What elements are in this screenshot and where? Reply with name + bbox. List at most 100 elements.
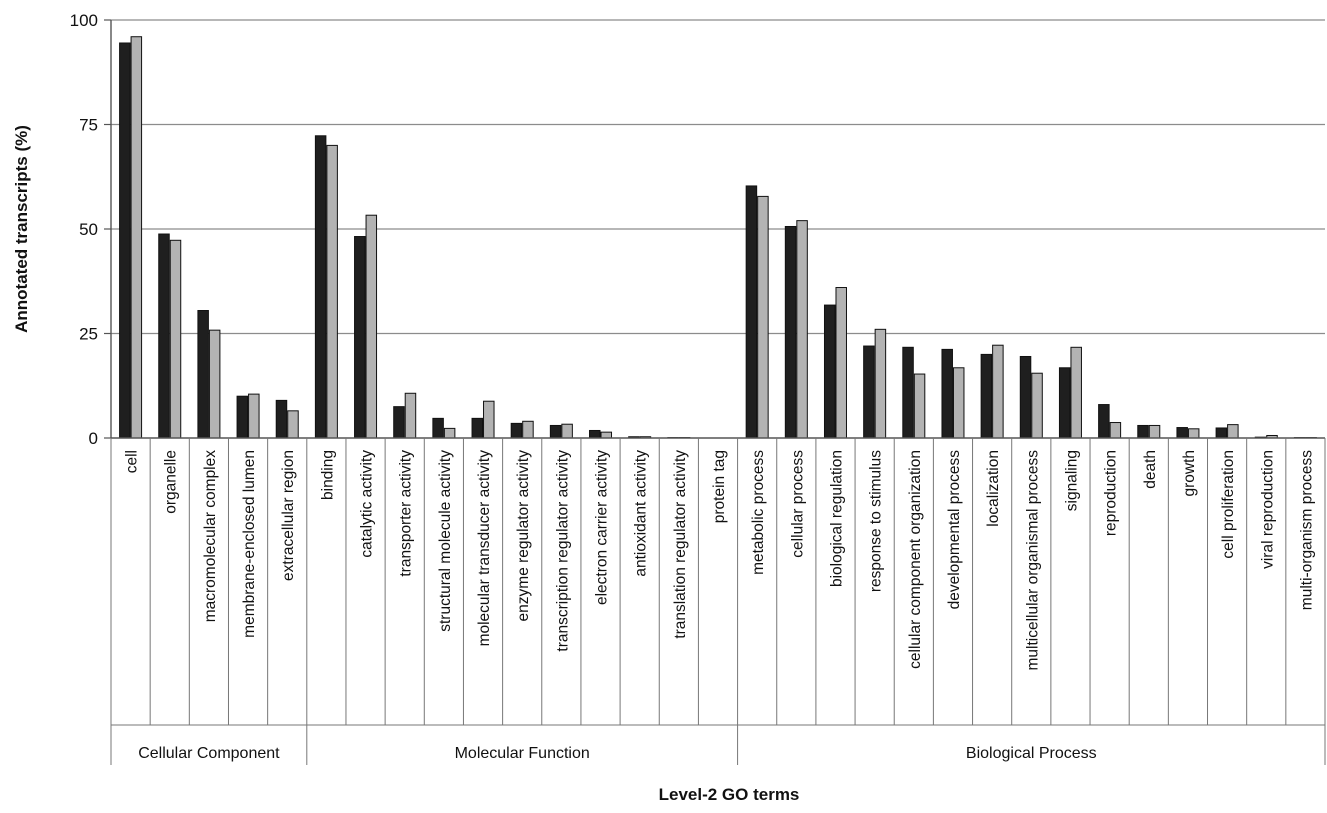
bar-series-2 [209,330,220,438]
category-label: cell proliferation [1220,450,1237,559]
bar-series-1 [433,418,444,438]
bar-series-2 [875,329,886,438]
category-label: death [1142,450,1159,489]
bar-series-2 [170,240,181,438]
bar-series-1 [785,226,796,438]
category-label: signaling [1063,450,1080,511]
bar-series-2 [1110,423,1121,438]
bar-series-2 [993,345,1004,438]
bar-series-2 [601,432,612,438]
category-label: antioxidant activity [633,450,650,577]
bar-series-1 [276,400,287,438]
category-label: transporter activity [398,450,415,577]
bar-series-1 [394,407,405,438]
bar-series-1 [550,425,561,438]
bar-series-2 [366,215,377,438]
bar-series-1 [511,423,522,438]
bar-series-2 [288,411,299,438]
y-axis-title: Annotated transcripts (%) [12,125,31,333]
bar-series-2 [914,374,925,438]
bar-series-2 [327,145,338,438]
bars [120,37,1317,438]
category-label: viral reproduction [1259,450,1276,569]
bar-series-2 [797,221,808,438]
category-label: electron carrier activity [594,450,611,605]
y-tick-label: 75 [79,116,98,135]
bar-series-2 [249,394,260,438]
bar-series-1 [903,347,914,438]
bar-series-1 [472,418,483,438]
category-label: developmental process [946,450,963,610]
category-label: biological regulation [828,450,845,587]
axes [104,20,1325,765]
bar-series-2 [1188,429,1199,438]
bar-series-1 [159,234,170,438]
bar-series-2 [562,424,573,438]
bar-series-2 [405,393,416,438]
category-label: translation regulator activity [672,450,689,639]
bar-series-1 [824,305,835,438]
category-label: molecular transducer activity [476,450,493,647]
group-label: Molecular Function [455,745,590,762]
bar-series-1 [1177,428,1188,438]
bar-series-2 [836,288,847,438]
category-label: multicellular organismal process [1024,450,1041,671]
category-label: extracellular region [280,450,297,581]
bar-series-2 [1032,373,1043,438]
category-label: metabolic process [750,450,767,575]
category-label: membrane-enclosed lumen [241,450,258,638]
bar-series-2 [758,196,769,438]
category-label: cell [124,450,141,473]
bar-series-2 [484,401,495,438]
bar-series-2 [1228,425,1239,438]
category-label: multi-organism process [1298,450,1315,610]
bar-series-2 [953,368,964,438]
bar-series-1 [746,186,757,438]
gridlines [111,20,1325,334]
y-tick-label: 0 [89,429,98,448]
category-label: organelle [163,450,180,514]
bar-series-1 [864,346,875,438]
category-label: enzyme regulator activity [515,450,532,622]
bar-series-1 [237,396,248,438]
group-label: Cellular Component [138,745,280,762]
category-label: cellular process [789,450,806,558]
bar-series-1 [981,354,992,438]
bar-series-1 [1020,356,1030,438]
bar-series-2 [444,428,455,438]
y-tick-labels: 0 25 50 75 100 [70,11,98,448]
category-label: growth [1181,450,1198,497]
bar-series-1 [1099,405,1110,438]
category-label: structural molecule activity [437,450,454,632]
bar-series-2 [131,37,142,438]
bar-series-1 [315,136,326,438]
category-label: reproduction [1103,450,1120,536]
y-tick-label: 25 [79,325,98,344]
category-label: binding [319,450,336,500]
y-tick-label: 50 [79,220,98,239]
category-label: localization [985,450,1002,527]
bar-series-1 [1216,428,1227,438]
category-labels: cell organelle macromolecular complex membr… [124,450,1316,671]
bar-series-1 [1059,368,1070,438]
bar-series-2 [1071,347,1082,438]
bar-series-1 [942,349,953,438]
bar-series-1 [198,311,209,438]
category-label: response to stimulus [868,450,885,592]
bar-series-1 [120,43,131,438]
category-label: cellular component organization [907,450,924,669]
group-labels: Cellular Component Molecular Function Biol… [138,745,1096,762]
category-label: protein tag [711,450,728,523]
category-label: macromolecular complex [202,450,219,623]
group-label: Biological Process [966,745,1097,762]
category-label: catalytic activity [359,450,376,558]
category-label: transcription regulator activity [554,450,571,652]
bar-series-2 [523,421,534,438]
bar-series-1 [355,237,366,438]
bar-series-1 [1138,425,1149,438]
bar-series-1 [590,430,601,438]
bar-series-2 [1149,425,1160,438]
y-tick-label: 100 [70,11,98,30]
